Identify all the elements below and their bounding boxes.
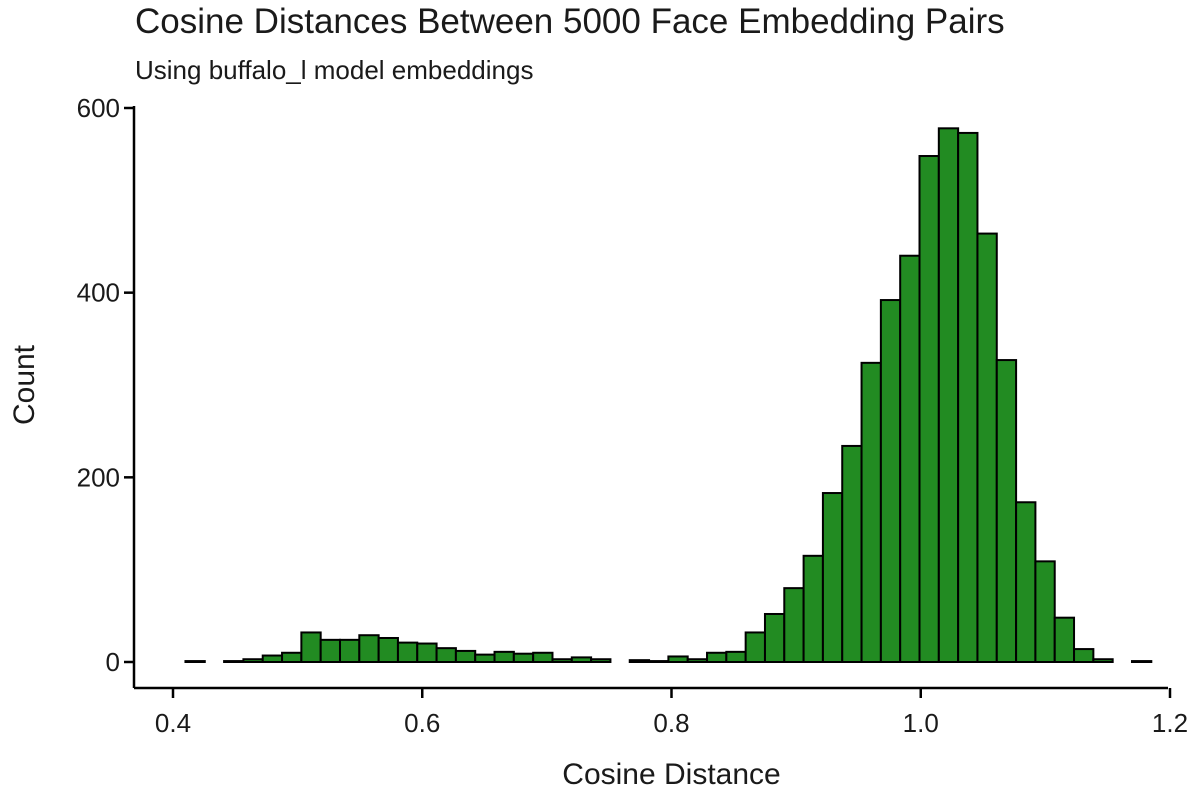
histogram-bar [725,650,747,663]
histogram-bar [628,659,651,663]
histogram-bar [879,299,902,663]
histogram-bar [995,359,1018,663]
histogram-bar [551,658,573,663]
y-tick-label: 0 [106,647,120,677]
histogram-bar [590,658,612,663]
histogram-bar [223,660,245,663]
histogram-bar [261,654,284,664]
histogram-bar [319,638,341,664]
histogram-bar [744,631,766,663]
chart-subtitle: Using buffalo_l model embeddings [135,55,534,85]
chart-title: Cosine Distances Between 5000 Face Embed… [135,2,1005,41]
histogram-bar [474,653,496,664]
histogram-bar [976,232,998,663]
histogram-bar [763,612,786,664]
y-tick-label: 400 [77,278,120,308]
histogram-bar [396,641,419,663]
histogram-bar [570,656,593,664]
histogram-bar [899,254,921,663]
histogram-bar [454,649,477,663]
histogram-bar [841,444,863,663]
y-tick-label: 200 [77,462,120,492]
x-tick-label: 0.8 [653,708,689,738]
histogram-bar [1130,660,1153,663]
histogram-bar [493,650,515,663]
histogram-bar [300,631,322,663]
histogram-bar [860,361,882,663]
x-axis-label: Cosine Distance [562,758,780,791]
x-axis-ticks: 0.4 0.6 0.8 1.0 1.2 [155,688,1188,738]
histogram-bar [532,651,554,663]
histogram-bar [184,660,206,663]
histogram-bar [918,155,940,663]
x-tick-label: 1.2 [1152,708,1188,738]
histogram-bar [1092,658,1114,663]
histogram-bar [435,647,457,664]
histogram-bar [338,638,361,664]
y-axis-ticks: 0 200 400 600 [77,93,134,677]
histogram-bar [648,660,670,663]
histogram-bar [416,642,438,663]
histogram-bar [1034,560,1056,664]
x-tick-label: 1.0 [903,708,939,738]
histogram-bar [1015,501,1037,663]
histogram-bar [821,492,844,663]
histogram-bars [184,127,1153,664]
histogram-bar [783,587,805,664]
histogram-bar [686,658,709,663]
histogram-bar [937,127,960,663]
histogram-bar [706,651,728,663]
y-tick-label: 600 [77,93,120,123]
histogram-bar [358,634,380,663]
histogram-bar [667,655,689,664]
histogram-bar [377,636,399,664]
histogram-bar [1053,616,1076,663]
histogram-bar [802,554,824,663]
x-tick-label: 0.4 [155,708,191,738]
histogram-bar [957,131,979,663]
y-axis-label: Count [8,344,41,425]
histogram-bar [1073,648,1095,663]
histogram-bar [242,658,264,663]
x-tick-label: 0.6 [404,708,440,738]
histogram-bar [281,651,303,663]
histogram-bar [512,652,535,664]
